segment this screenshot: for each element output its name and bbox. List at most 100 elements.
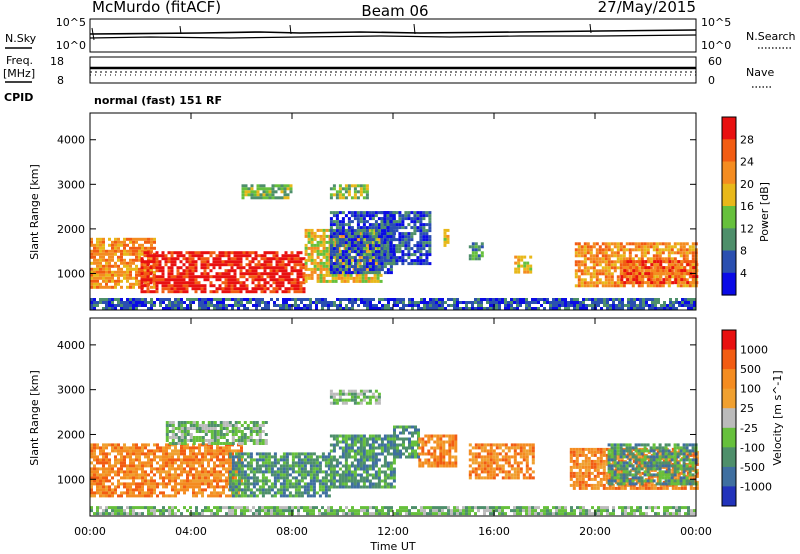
heatmap-cell (486, 307, 489, 310)
heatmap-cell (293, 281, 297, 285)
heatmap-cell (598, 281, 602, 285)
heatmap-cell (252, 298, 255, 301)
heatmap-cell (246, 473, 250, 477)
heatmap-cell (341, 238, 345, 242)
heatmap-cell (428, 223, 432, 227)
heatmap-cell (371, 268, 375, 272)
power-heatmap (90, 184, 699, 310)
heatmap-cell (647, 260, 651, 264)
heatmap-cell (297, 470, 301, 474)
heatmap-cell (626, 281, 630, 285)
heatmap-cell (577, 254, 581, 258)
heatmap-cell (231, 467, 235, 471)
heatmap-cell (383, 449, 387, 453)
heatmap-cell (114, 458, 117, 462)
heatmap-cell (549, 301, 552, 304)
heatmap-cell (102, 249, 105, 253)
heatmap-cell (419, 250, 423, 254)
heatmap-cell (322, 255, 326, 259)
heatmap-cell (236, 251, 240, 255)
heatmap-cell (392, 211, 396, 215)
heatmap-cell (304, 279, 308, 283)
heatmap-cell (96, 243, 99, 247)
heatmap-cell (543, 307, 546, 310)
heatmap-cell (338, 238, 342, 242)
heatmap-cell (144, 301, 147, 304)
heatmap-cell (356, 449, 360, 453)
heatmap-cell (649, 260, 653, 264)
heatmap-cell (90, 476, 93, 480)
heatmap-cell (655, 251, 659, 255)
heatmap-cell (167, 287, 171, 291)
heatmap-cell (368, 217, 372, 221)
heatmap-cell (261, 464, 265, 468)
heatmap-cell (310, 231, 314, 235)
heatmap-cell (332, 443, 336, 447)
heatmap-cell (372, 298, 375, 301)
heatmap-cell (123, 446, 126, 450)
nsky-panel (89, 18, 697, 53)
heatmap-cell (111, 464, 114, 468)
heatmap-cell (105, 446, 108, 450)
heatmap-cell (221, 281, 225, 285)
heatmap-cell (361, 276, 365, 280)
heatmap-cell (143, 284, 147, 288)
heatmap-cell (446, 234, 450, 238)
heatmap-cell (558, 307, 561, 310)
heatmap-cell (668, 278, 672, 282)
heatmap-cell (203, 284, 207, 288)
heatmap-cell (215, 278, 219, 282)
heatmap-cell (182, 281, 186, 285)
heatmap-cell (251, 281, 255, 285)
heatmap-cell (93, 470, 96, 474)
heatmap-cell (353, 458, 357, 462)
heatmap-cell (276, 298, 279, 301)
heatmap-cell (287, 278, 291, 282)
heatmap-cell (580, 263, 584, 267)
heatmap-cell (389, 271, 393, 275)
heatmap-cell (477, 301, 480, 304)
heatmap-cell (293, 287, 297, 291)
heatmap-cell (580, 278, 584, 282)
heatmap-cell (150, 458, 153, 462)
heatmap-cell (102, 458, 105, 462)
heatmap-cell (90, 446, 93, 450)
heatmap-cell (210, 430, 214, 433)
heatmap-cell (186, 476, 189, 480)
heatmap-cell (408, 301, 411, 304)
heatmap-cell (102, 473, 105, 477)
heatmap-cell (108, 237, 111, 241)
heatmap-cell (422, 247, 426, 251)
heatmap-cell (580, 248, 584, 252)
heatmap-cell (370, 279, 374, 283)
heatmap-cell (570, 298, 573, 301)
heatmap-cell (428, 253, 432, 257)
heatmap-cell (318, 298, 321, 301)
heatmap-cell (629, 278, 633, 282)
heatmap-cell (198, 424, 202, 427)
heatmap-cell (294, 301, 297, 304)
heatmap-cell (371, 253, 375, 257)
heatmap-cell (230, 257, 234, 261)
heatmap-cell (182, 278, 186, 282)
heatmap-cell (159, 298, 162, 301)
heatmap-cell (135, 298, 138, 301)
heatmap-cell (140, 266, 144, 270)
heatmap-cell (150, 464, 153, 468)
heatmap-cell (240, 464, 244, 468)
heatmap-cell (284, 275, 288, 279)
heatmap-cell (477, 307, 480, 310)
heatmap-cell (219, 449, 222, 453)
heatmap-cell (279, 476, 283, 480)
heatmap-cell (577, 266, 581, 270)
heatmap-cell (215, 290, 219, 294)
heatmap-cell (349, 273, 353, 277)
heatmap-cell (374, 271, 378, 275)
heatmap-cell (165, 427, 169, 430)
heatmap-cell (327, 452, 331, 456)
heatmap-cell (176, 281, 180, 285)
heatmap-cell (170, 257, 174, 261)
heatmap-cell (353, 184, 357, 188)
heatmap-cell (348, 307, 351, 310)
heatmap-cell (198, 479, 201, 483)
